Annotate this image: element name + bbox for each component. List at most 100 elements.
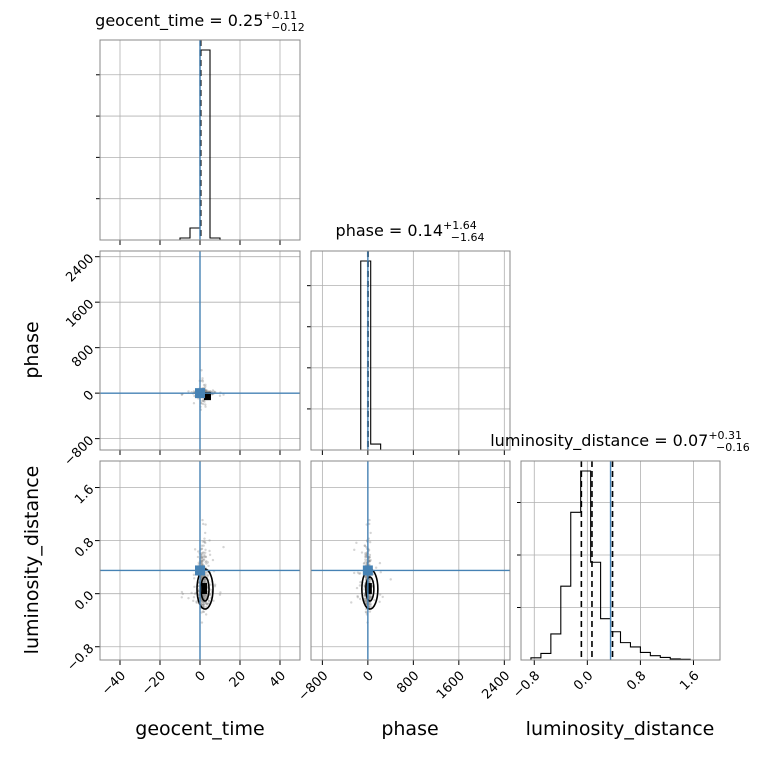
sample-point — [181, 592, 185, 596]
sample-point — [369, 595, 372, 598]
panel-content — [100, 40, 300, 240]
sample-point — [368, 596, 371, 599]
sample-point — [204, 385, 207, 388]
sample-point — [202, 603, 205, 606]
sample-point — [368, 555, 371, 559]
sample-point — [200, 552, 203, 555]
sample-point — [200, 369, 203, 372]
sample-point — [203, 553, 206, 557]
histogram-luminosity_distance — [521, 470, 720, 660]
sample-point — [204, 570, 207, 574]
sample-point — [212, 390, 216, 393]
sample-point — [364, 560, 367, 563]
sample-point — [204, 579, 208, 583]
sample-point — [358, 572, 361, 575]
sample-point — [204, 523, 207, 526]
sample-point — [350, 601, 353, 604]
sample-point — [187, 390, 190, 393]
sample-point — [203, 594, 207, 597]
panel-frame — [310, 460, 511, 661]
sample-point — [201, 402, 205, 406]
sample-point — [353, 548, 356, 552]
panel-luminosity_distance-vs-geocent_time: −0.8 0.0 0.8 1.6 −40 −20 0 20 40 — [64, 460, 301, 698]
sample-point — [203, 594, 206, 597]
y-tick-label: 1.6 — [72, 482, 97, 507]
title-lower-error: −1.64 — [451, 231, 485, 244]
sample-point — [369, 605, 373, 608]
sample-point — [204, 595, 207, 599]
sample-point — [368, 518, 371, 522]
sample-point — [207, 574, 210, 577]
panel-content — [100, 251, 300, 450]
sample-point — [363, 597, 367, 600]
sample-point — [201, 562, 204, 565]
sample-point — [204, 613, 208, 616]
sample-point — [196, 555, 200, 559]
sample-point — [205, 559, 208, 563]
sample-point — [218, 394, 222, 397]
panel-frame — [99, 250, 301, 451]
sample-point — [222, 545, 225, 549]
sample-point — [222, 393, 225, 396]
sample-point — [200, 556, 203, 560]
title-upper-error: +0.31 — [708, 429, 742, 442]
sample-point — [200, 553, 204, 556]
sample-point — [368, 559, 371, 563]
x-axis-label-geocent_time: geocent_time — [135, 718, 264, 740]
panel-frame — [99, 460, 301, 661]
x-axis-label-luminosity_distance: luminosity_distance — [526, 718, 715, 740]
sample-point — [209, 390, 212, 393]
sample-point — [200, 559, 203, 562]
sample-point — [368, 603, 371, 606]
sample-point — [201, 558, 204, 561]
y-tick-label: 0.8 — [72, 535, 97, 560]
x-tick-label: 1600 — [434, 668, 468, 702]
sample-point — [190, 591, 193, 595]
x-tick-label: 40 — [267, 668, 289, 690]
sample-point — [368, 559, 371, 563]
sample-point — [204, 383, 207, 387]
x-tick-label: 0 — [193, 668, 209, 684]
sample-point — [200, 575, 203, 579]
sample-point — [381, 595, 384, 599]
sample-point — [201, 551, 204, 555]
panel-frame — [310, 250, 511, 451]
sample-point — [368, 595, 371, 599]
sample-point — [204, 578, 207, 582]
sample-point — [207, 599, 211, 602]
sample-point — [197, 550, 200, 553]
sample-point — [200, 547, 204, 551]
sample-point — [368, 594, 372, 598]
sample-point — [213, 583, 217, 586]
sample-point — [202, 522, 205, 526]
truth-marker — [362, 565, 373, 576]
sample-point — [192, 596, 196, 599]
sample-point — [193, 585, 196, 589]
title-lower-error: −0.16 — [716, 441, 750, 454]
sample-point — [204, 593, 208, 597]
sample-point — [364, 558, 367, 561]
sample-point — [363, 594, 367, 597]
sample-point — [200, 603, 203, 606]
sample-point — [368, 596, 371, 600]
sample-point — [358, 572, 362, 575]
sample-point — [211, 389, 215, 392]
panel-content — [100, 461, 300, 660]
sample-point — [200, 562, 204, 565]
sample-point — [364, 575, 368, 579]
histogram-phase — [311, 260, 510, 450]
sample-point — [218, 593, 222, 596]
title-phase: phase = 0.14+1.64 −1.64 — [336, 219, 485, 244]
sample-point — [203, 593, 207, 597]
sample-point — [374, 566, 378, 569]
panel-frame — [99, 39, 301, 241]
sample-point — [205, 602, 208, 606]
x-tick-label: 20 — [227, 668, 249, 690]
sample-point — [368, 577, 371, 581]
sample-point — [202, 544, 205, 547]
panel-phase-vs-geocent_time: −800 0 800 1600 2400 — [61, 250, 301, 469]
sample-point — [200, 556, 203, 559]
sample-point — [368, 563, 371, 566]
y-tick-label: 800 — [69, 342, 97, 370]
